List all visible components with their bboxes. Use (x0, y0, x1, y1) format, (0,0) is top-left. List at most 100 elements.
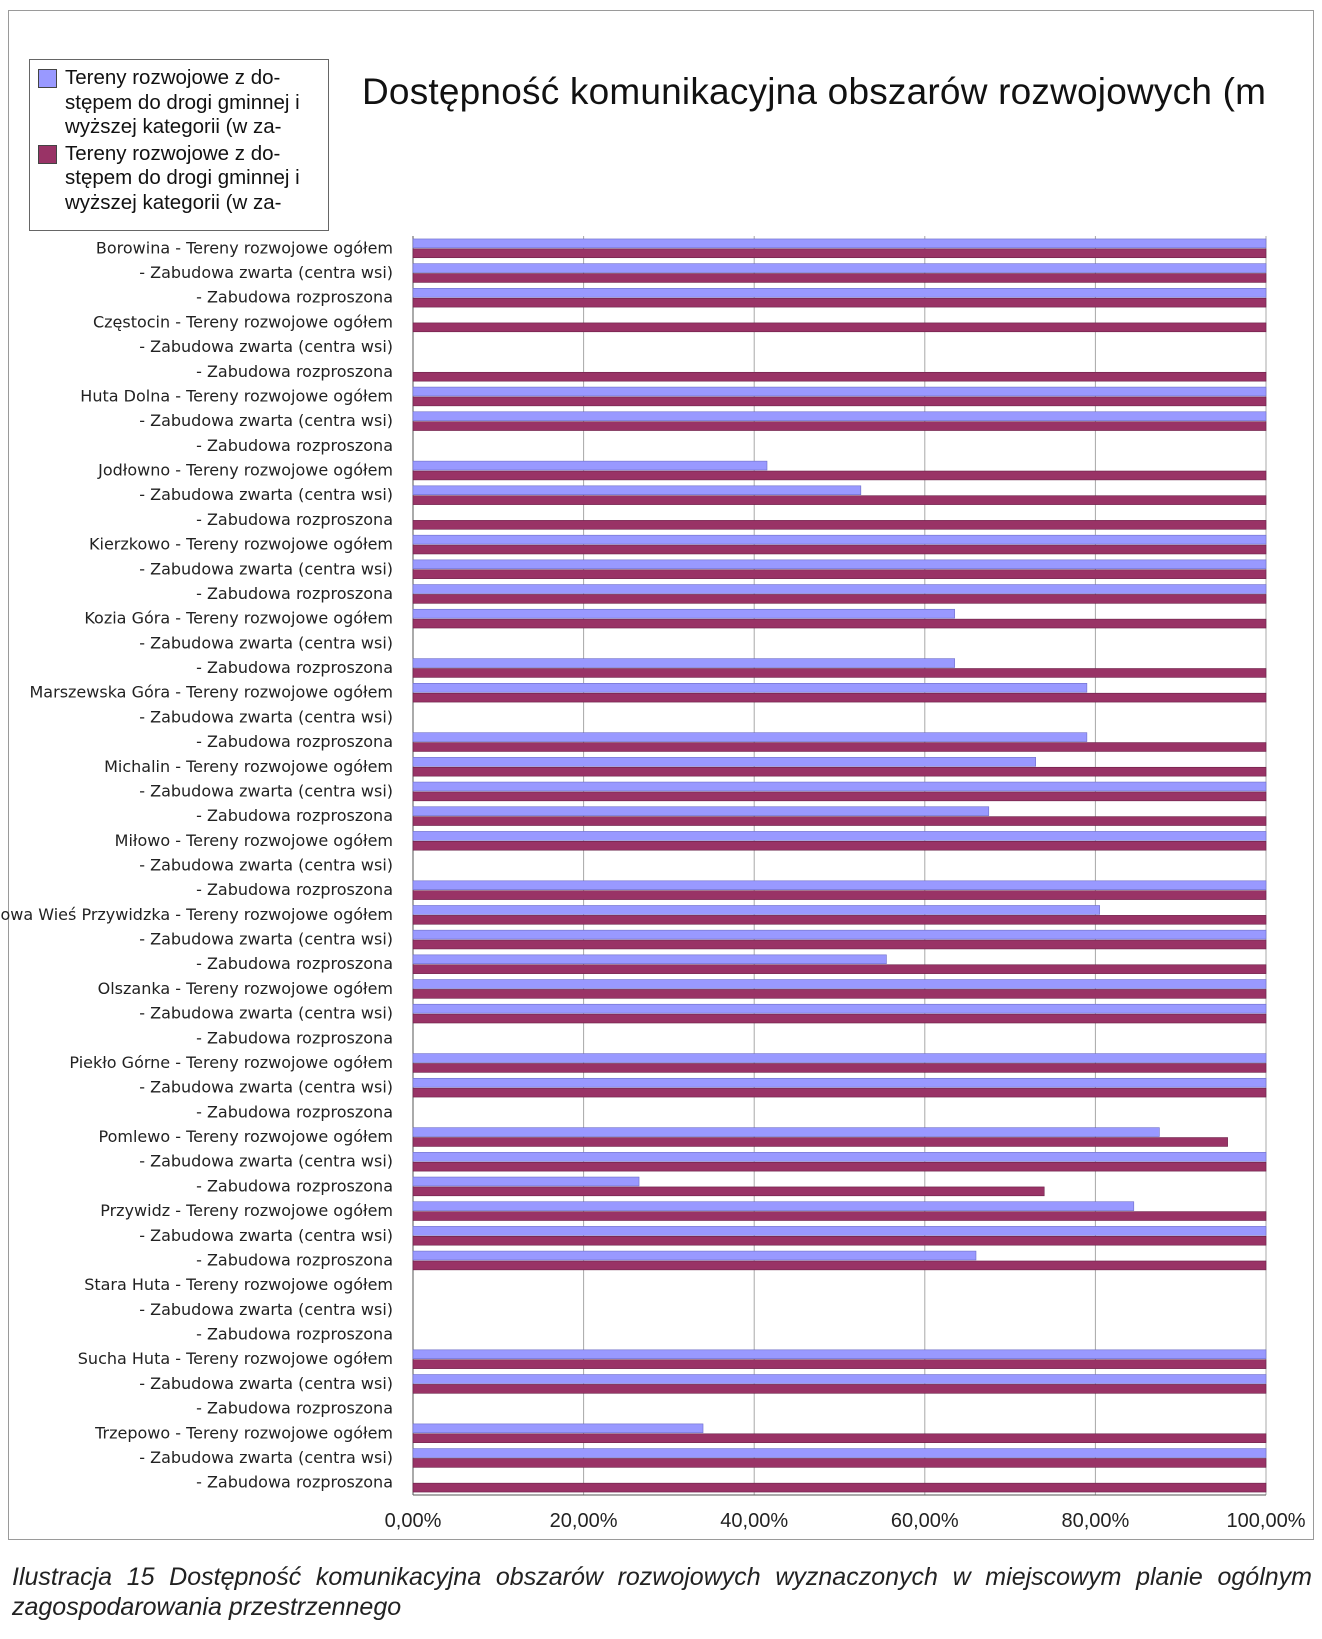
bar-series-2 (412, 1137, 1228, 1147)
y-category-label: Borowina - Tereny rozwojowe ogółem (96, 238, 393, 257)
chart-title: Dostępność komunikacyjna obszarów rozwoj… (362, 71, 1267, 112)
bar-series-2 (412, 1186, 1045, 1197)
y-category-label: - Zabudowa rozproszona (196, 436, 393, 455)
y-category-label: - Zabudowa zwarta (centra wsi) (139, 559, 393, 578)
figure-caption: Ilustracja 15 Dostępność komunikacyjna o… (12, 1563, 1312, 1621)
bar-series-2 (412, 1013, 1267, 1024)
bar-series-2 (412, 544, 1267, 555)
y-category-label: Częstocin - Tereny rozwojowe ogółem (93, 312, 393, 331)
bar-series-1 (412, 485, 862, 496)
bar-series-1 (412, 732, 1088, 742)
legend-item-series-1: Tereny rozwojowe z do- stępem do drogi g… (38, 66, 322, 140)
bar-series-1 (412, 534, 1267, 545)
bar-series-2 (412, 668, 1267, 678)
y-category-label: Kierzkowo - Tereny rozwojowe ogółem (89, 535, 393, 554)
bar-series-1 (412, 1077, 1267, 1088)
bar-series-2 (412, 1260, 1267, 1271)
bar-series-2 (412, 915, 1267, 925)
y-category-label: - Zabudowa rozproszona (196, 1325, 393, 1344)
y-category-label: - Zabudowa rozproszona (196, 584, 393, 603)
y-category-label: Jodłowno - Tereny rozwojowe ogółem (97, 461, 393, 480)
bar-series-1 (412, 1152, 1267, 1162)
bar-series-2 (412, 273, 1267, 283)
bar-series-1 (412, 1423, 704, 1434)
bar-series-1 (412, 781, 1267, 792)
bar-series-1 (412, 1053, 1267, 1063)
y-category-label: Miłowo - Tereny rozwojowe ogółem (115, 831, 393, 850)
y-category-label: - Zabudowa rozproszona (196, 658, 393, 677)
bar-series-1 (412, 1201, 1135, 1211)
y-category-label: - Zabudowa zwarta (centra wsi) (139, 1448, 393, 1467)
y-category-label: Olszanka - Tereny rozwojowe ogółem (98, 979, 393, 998)
bar-series-1 (412, 386, 1267, 397)
x-tick-label: 0,00% (385, 1510, 442, 1532)
y-category-label: - Zabudowa zwarta (centra wsi) (139, 781, 393, 800)
bar-series-2 (412, 495, 1267, 505)
bar-series-2 (412, 322, 1267, 333)
y-category-label: - Zabudowa zwarta (centra wsi) (139, 930, 393, 949)
y-category-label: - Zabudowa rozproszona (196, 880, 393, 899)
bar-series-2 (412, 1384, 1267, 1394)
bar-series-2 (412, 520, 1267, 530)
bar-series-1 (412, 460, 768, 471)
bar-series-2 (412, 939, 1267, 950)
y-category-label: - Zabudowa zwarta (centra wsi) (139, 337, 393, 356)
y-category-label: - Zabudowa zwarta (centra wsi) (139, 1078, 393, 1097)
bar-series-2 (412, 371, 1267, 382)
x-tick-label: 60,00% (891, 1510, 959, 1532)
bar-series-2 (412, 742, 1267, 752)
bar-series-1 (412, 1127, 1160, 1137)
y-category-label: Piekło Górne - Tereny rozwojowe ogółem (69, 1053, 393, 1072)
bar-series-1 (412, 757, 1036, 767)
bar-series-1 (412, 238, 1267, 249)
y-category-label: - Zabudowa rozproszona (196, 510, 393, 529)
bar-series-1 (412, 806, 990, 816)
bar-series-1 (412, 288, 1267, 298)
y-category-label: - Zabudowa rozproszona (196, 1028, 393, 1047)
bar-series-1 (412, 263, 1267, 273)
y-category-label: Kozia Góra - Tereny rozwojowe ogółem (84, 609, 393, 628)
y-category-label: - Zabudowa rozproszona (196, 806, 393, 825)
y-category-label: Pomlewo - Tereny rozwojowe ogółem (99, 1127, 393, 1146)
bar-series-2 (412, 1359, 1267, 1369)
y-category-label: - Zabudowa zwarta (centra wsi) (139, 633, 393, 652)
bar-series-1 (412, 658, 955, 668)
bar-series-2 (412, 692, 1267, 703)
bar-series-1 (412, 1374, 1267, 1384)
bar-series-2 (412, 618, 1267, 629)
bar-series-1 (412, 1250, 977, 1261)
legend-swatch-series-2 (38, 144, 57, 164)
y-category-label: - Zabudowa zwarta (centra wsi) (139, 1004, 393, 1023)
legend-label-series-2: Tereny rozwojowe z do- stępem do drogi g… (65, 141, 300, 214)
bar-series-2 (412, 1433, 1267, 1443)
x-tick-label: 100,00% (1227, 1510, 1306, 1532)
bar-series-2 (412, 1161, 1267, 1172)
y-category-label: Przywidz - Tereny rozwojowe ogółem (100, 1201, 393, 1220)
y-category-label: Huta Dolna - Tereny rozwojowe ogółem (80, 386, 393, 405)
y-category-label: Stara Huta - Tereny rozwojowe ogółem (84, 1275, 393, 1294)
bar-series-2 (412, 470, 1267, 481)
y-category-label: Trzepowo - Tereny rozwojowe ogółem (94, 1423, 393, 1442)
y-category-label: - Zabudowa rozproszona (196, 1473, 393, 1492)
y-category-label: - Zabudowa zwarta (centra wsi) (139, 263, 393, 282)
y-category-label: - Zabudowa rozproszona (196, 1102, 393, 1121)
y-category-label: - Zabudowa zwarta (centra wsi) (139, 1374, 393, 1393)
y-category-label: - Zabudowa rozproszona (196, 732, 393, 751)
y-category-label: Michalin - Tereny rozwojowe ogółem (104, 757, 393, 776)
bar-series-2 (412, 1063, 1267, 1073)
bar-series-2 (412, 594, 1267, 604)
bar-series-2 (412, 964, 1267, 974)
bar-series-1 (412, 584, 1267, 594)
bar-series-1 (412, 1349, 1267, 1360)
y-category-label: Nowa Wieś Przywidzka - Tereny rozwojowe … (0, 905, 393, 924)
bar-series-1 (412, 1176, 640, 1187)
bar-series-1 (412, 929, 1267, 940)
legend-swatch-series-1 (38, 69, 57, 88)
bar-series-1 (412, 831, 1267, 841)
bar-series-1 (412, 954, 887, 965)
x-tick-label: 20,00% (550, 1510, 618, 1532)
y-category-label: - Zabudowa rozproszona (196, 1250, 393, 1269)
bar-series-2 (412, 248, 1267, 259)
title-clip: Dostępność komunikacyjna obszarów rozwoj… (9, 11, 1313, 151)
bar-series-2 (412, 421, 1267, 431)
